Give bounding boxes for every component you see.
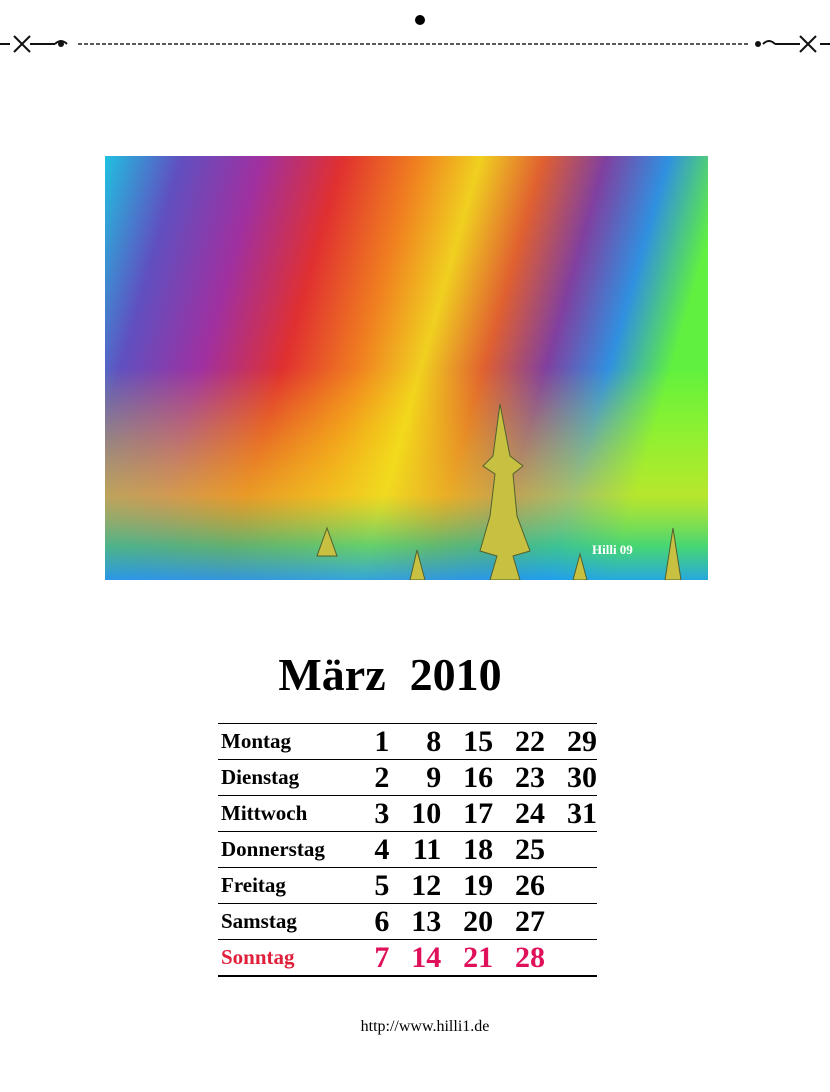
calendar-row: Freitag 5 12 19 26 — [218, 867, 597, 904]
date: 28 — [493, 939, 546, 977]
date: 23 — [493, 759, 546, 796]
calendar-row: Mittwoch 3 10 17 24 31 — [218, 795, 597, 832]
calendar-row: Dienstag 2 9 16 23 30 — [218, 759, 597, 796]
empty-cell — [545, 867, 597, 904]
weekday: Mittwoch — [218, 795, 348, 832]
date: 29 — [545, 723, 597, 760]
date: 14 — [389, 939, 442, 977]
weekday: Donnerstag — [218, 831, 348, 868]
image-caption: Hilli 09 — [592, 542, 633, 557]
fractal-image: Hilli 09 — [105, 156, 708, 580]
date: 9 — [389, 759, 442, 796]
calendar-row: Sonntag 7 14 21 28 — [218, 939, 597, 977]
date: 31 — [545, 795, 597, 832]
date: 21 — [441, 939, 494, 977]
empty-cell — [545, 903, 597, 940]
weekday: Freitag — [218, 867, 348, 904]
date: 27 — [493, 903, 546, 940]
month-title: März 2010 — [0, 648, 780, 701]
date: 17 — [441, 795, 494, 832]
weekday: Sonntag — [218, 939, 348, 977]
date: 2 — [347, 759, 390, 796]
weekday: Samstag — [218, 903, 348, 940]
date: 30 — [545, 759, 597, 796]
date: 16 — [441, 759, 494, 796]
date: 15 — [441, 723, 494, 760]
date: 7 — [347, 939, 390, 977]
calendar-row: Samstag 6 13 20 27 — [218, 903, 597, 940]
date: 4 — [347, 831, 390, 868]
weekday: Montag — [218, 723, 348, 760]
calendar-row: Donnerstag 4 11 18 25 — [218, 831, 597, 868]
calendar-row: Montag 1 8 15 22 29 — [218, 723, 597, 760]
date: 22 — [493, 723, 546, 760]
date: 3 — [347, 795, 390, 832]
weekday: Dienstag — [218, 759, 348, 796]
empty-cell — [545, 939, 597, 977]
date: 24 — [493, 795, 546, 832]
date: 25 — [493, 831, 546, 868]
date: 1 — [347, 723, 390, 760]
year: 2010 — [409, 649, 502, 700]
date: 6 — [347, 903, 390, 940]
date: 10 — [389, 795, 442, 832]
date: 26 — [493, 867, 546, 904]
header-ornament — [0, 15, 830, 53]
empty-cell — [545, 831, 597, 868]
date: 5 — [347, 867, 390, 904]
date: 12 — [389, 867, 442, 904]
footer-url: http://www.hilli1.de — [360, 1018, 490, 1035]
calendar-table: Montag 1 8 15 22 29 Dienstag 2 9 16 23 30 Mittwoch 3 1… — [218, 723, 597, 977]
date: 20 — [441, 903, 494, 940]
date: 18 — [441, 831, 494, 868]
date: 13 — [389, 903, 442, 940]
date: 19 — [441, 867, 494, 904]
month: März — [278, 649, 386, 700]
date: 8 — [389, 723, 442, 760]
date: 11 — [389, 831, 442, 868]
